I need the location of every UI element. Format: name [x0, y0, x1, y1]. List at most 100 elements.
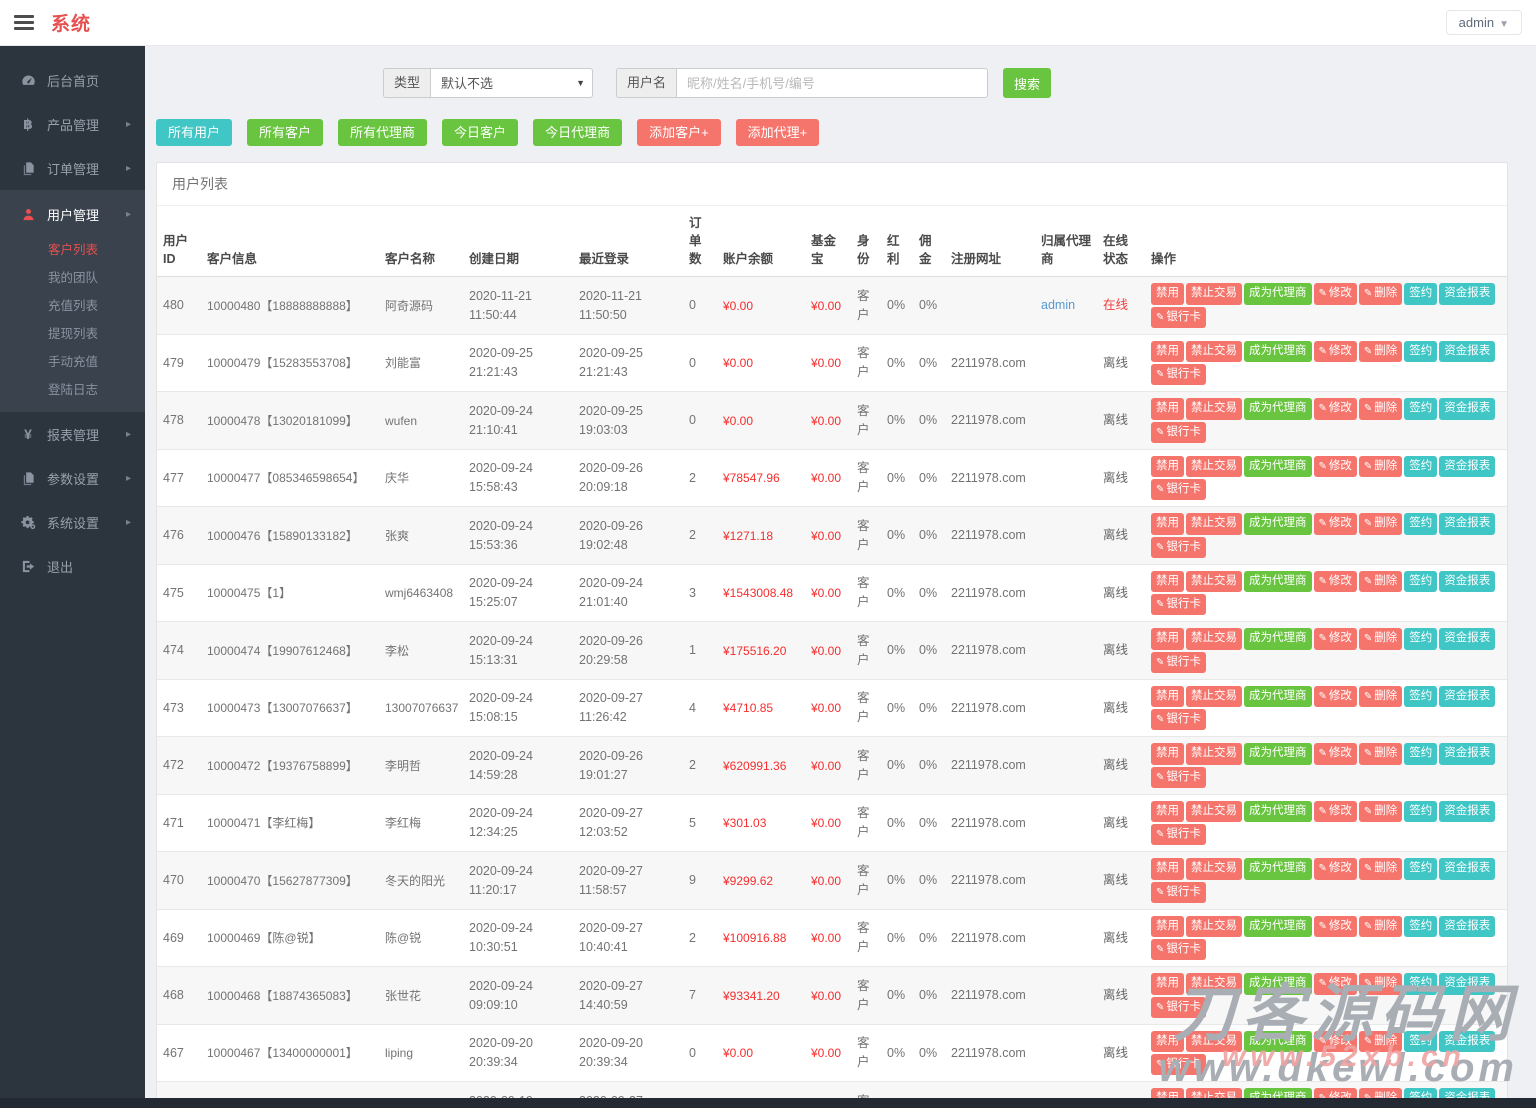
- forbid-trade-button[interactable]: 禁止交易: [1186, 570, 1242, 593]
- forbid-trade-button[interactable]: 禁止交易: [1186, 513, 1242, 535]
- disable-button[interactable]: 禁用: [1151, 570, 1184, 593]
- funds-report-button[interactable]: 资金报表: [1439, 570, 1496, 593]
- delete-button[interactable]: ✎删除: [1358, 570, 1403, 593]
- forbid-trade-button[interactable]: 禁止交易: [1186, 455, 1242, 478]
- sidebar-item-products[interactable]: ฿ 产品管理 ▸: [0, 102, 145, 146]
- delete-button[interactable]: ✎删除: [1358, 1030, 1403, 1053]
- funds-report-button[interactable]: 资金报表: [1439, 915, 1496, 938]
- edit-button[interactable]: ✎修改: [1313, 570, 1357, 593]
- sign-button[interactable]: 签约: [1404, 570, 1438, 593]
- become-agent-button[interactable]: 成为代理商: [1244, 455, 1312, 478]
- type-select[interactable]: 默认不选: [430, 68, 594, 98]
- disable-button[interactable]: 禁用: [1151, 915, 1184, 938]
- bank-card-button[interactable]: ✎ 银行卡: [1151, 364, 1206, 386]
- sidebar-sub-manual-recharge[interactable]: 手动充值: [48, 355, 99, 369]
- delete-button[interactable]: ✎删除: [1358, 800, 1403, 823]
- forbid-trade-button[interactable]: 禁止交易: [1186, 800, 1242, 823]
- all-users-button[interactable]: 所有用户: [156, 119, 233, 146]
- funds-report-button[interactable]: 资金报表: [1439, 685, 1496, 708]
- bank-card-button[interactable]: ✎ 银行卡: [1151, 421, 1206, 443]
- sign-button[interactable]: 签约: [1404, 743, 1438, 765]
- funds-report-button[interactable]: 资金报表: [1439, 800, 1496, 823]
- disable-button[interactable]: 禁用: [1151, 800, 1184, 823]
- funds-report-button[interactable]: 资金报表: [1439, 398, 1496, 420]
- delete-button[interactable]: ✎删除: [1358, 858, 1403, 880]
- forbid-trade-button[interactable]: 禁止交易: [1186, 340, 1242, 363]
- funds-report-button[interactable]: 资金报表: [1439, 513, 1496, 535]
- sign-button[interactable]: 签约: [1404, 513, 1438, 535]
- disable-button[interactable]: 禁用: [1151, 685, 1184, 708]
- edit-button[interactable]: ✎修改: [1313, 1030, 1357, 1053]
- sidebar-item-dashboard[interactable]: 后台首页: [0, 58, 145, 102]
- add-customer-button[interactable]: 添加客户+: [637, 119, 721, 146]
- sidebar-item-users[interactable]: 用户管理 ▸: [0, 192, 145, 236]
- forbid-trade-button[interactable]: 禁止交易: [1186, 915, 1242, 938]
- become-agent-button[interactable]: 成为代理商: [1244, 1030, 1312, 1053]
- funds-report-button[interactable]: 资金报表: [1439, 973, 1496, 995]
- forbid-trade-button[interactable]: 禁止交易: [1186, 858, 1242, 880]
- disable-button[interactable]: 禁用: [1151, 1030, 1184, 1053]
- become-agent-button[interactable]: 成为代理商: [1244, 398, 1312, 420]
- add-agent-button[interactable]: 添加代理+: [735, 119, 820, 146]
- edit-button[interactable]: ✎修改: [1313, 973, 1357, 995]
- edit-button[interactable]: ✎修改: [1313, 628, 1357, 650]
- forbid-trade-button[interactable]: 禁止交易: [1186, 398, 1242, 420]
- become-agent-button[interactable]: 成为代理商: [1244, 973, 1312, 995]
- funds-report-button[interactable]: 资金报表: [1439, 1030, 1496, 1053]
- username-input[interactable]: [676, 68, 989, 98]
- delete-button[interactable]: ✎删除: [1358, 340, 1403, 363]
- edit-button[interactable]: ✎修改: [1313, 340, 1357, 363]
- become-agent-button[interactable]: 成为代理商: [1244, 915, 1312, 938]
- funds-report-button[interactable]: 资金报表: [1439, 340, 1496, 363]
- disable-button[interactable]: 禁用: [1151, 513, 1184, 535]
- bank-card-button[interactable]: ✎ 银行卡: [1151, 594, 1206, 616]
- become-agent-button[interactable]: 成为代理商: [1244, 570, 1312, 593]
- disable-button[interactable]: 禁用: [1151, 398, 1184, 420]
- sign-button[interactable]: 签约: [1404, 800, 1438, 823]
- search-button[interactable]: 搜索: [1003, 68, 1052, 98]
- sign-button[interactable]: 签约: [1404, 858, 1438, 880]
- bank-card-button[interactable]: ✎ 银行卡: [1151, 651, 1206, 673]
- disable-button[interactable]: 禁用: [1151, 455, 1184, 478]
- bank-card-button[interactable]: ✎ 银行卡: [1151, 766, 1206, 788]
- sidebar-item-logout[interactable]: 退出: [0, 544, 145, 588]
- disable-button[interactable]: 禁用: [1151, 858, 1184, 880]
- become-agent-button[interactable]: 成为代理商: [1244, 685, 1312, 708]
- sidebar-item-params[interactable]: 参数设置 ▸: [0, 456, 145, 500]
- sign-button[interactable]: 签约: [1404, 915, 1438, 938]
- become-agent-button[interactable]: 成为代理商: [1244, 628, 1312, 650]
- delete-button[interactable]: ✎删除: [1358, 283, 1403, 305]
- forbid-trade-button[interactable]: 禁止交易: [1186, 628, 1242, 650]
- forbid-trade-button[interactable]: 禁止交易: [1186, 743, 1242, 765]
- funds-report-button[interactable]: 资金报表: [1439, 283, 1496, 305]
- bank-card-button[interactable]: ✎ 银行卡: [1151, 881, 1206, 903]
- funds-report-button[interactable]: 资金报表: [1439, 858, 1496, 880]
- delete-button[interactable]: ✎删除: [1358, 628, 1403, 650]
- edit-button[interactable]: ✎修改: [1313, 455, 1357, 478]
- sign-button[interactable]: 签约: [1404, 685, 1438, 708]
- delete-button[interactable]: ✎删除: [1358, 915, 1403, 938]
- user-dropdown[interactable]: admin ▼: [1445, 10, 1522, 35]
- become-agent-button[interactable]: 成为代理商: [1244, 513, 1312, 535]
- disable-button[interactable]: 禁用: [1151, 340, 1184, 363]
- funds-report-button[interactable]: 资金报表: [1439, 628, 1496, 650]
- forbid-trade-button[interactable]: 禁止交易: [1186, 973, 1242, 995]
- delete-button[interactable]: ✎删除: [1358, 973, 1403, 995]
- delete-button[interactable]: ✎删除: [1358, 455, 1403, 478]
- edit-button[interactable]: ✎修改: [1313, 915, 1357, 938]
- edit-button[interactable]: ✎修改: [1313, 858, 1357, 880]
- become-agent-button[interactable]: 成为代理商: [1244, 743, 1312, 765]
- today-agents-button[interactable]: 今日代理商: [533, 119, 623, 146]
- sidebar-sub-recharge-list[interactable]: 充值列表: [48, 299, 99, 313]
- agent-link[interactable]: admin: [1041, 298, 1076, 313]
- bank-card-button[interactable]: ✎ 银行卡: [1151, 306, 1206, 328]
- edit-button[interactable]: ✎修改: [1313, 513, 1357, 535]
- sign-button[interactable]: 签约: [1404, 398, 1438, 420]
- disable-button[interactable]: 禁用: [1151, 628, 1184, 650]
- edit-button[interactable]: ✎修改: [1313, 743, 1357, 765]
- delete-button[interactable]: ✎删除: [1358, 743, 1403, 765]
- disable-button[interactable]: 禁用: [1151, 283, 1184, 305]
- sidebar-item-reports[interactable]: ¥ 报表管理 ▸: [0, 412, 145, 456]
- sign-button[interactable]: 签约: [1404, 1030, 1438, 1053]
- become-agent-button[interactable]: 成为代理商: [1244, 340, 1312, 363]
